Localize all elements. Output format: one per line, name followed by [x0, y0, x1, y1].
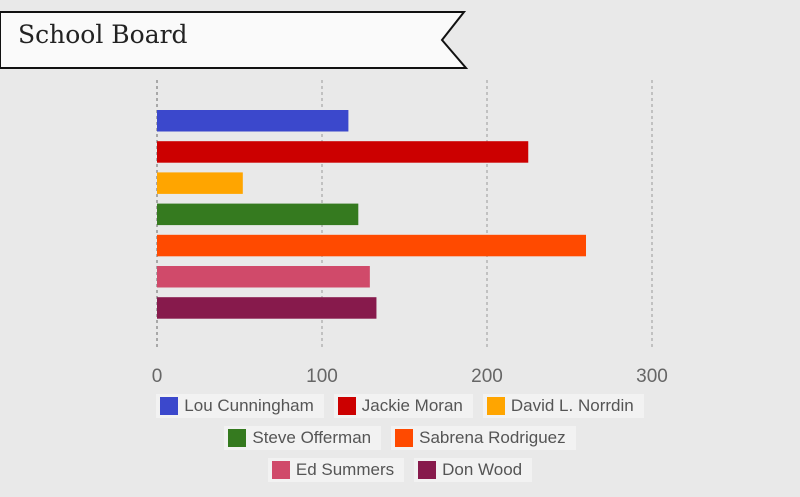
legend-item: Jackie Moran — [333, 394, 473, 418]
legend-item: Steve Offerman — [224, 426, 382, 450]
bar — [157, 266, 370, 288]
title-banner — [0, 11, 469, 69]
legend-item: Ed Summers — [267, 458, 405, 482]
legend-swatch — [160, 397, 179, 415]
legend-label: Steve Offerman — [252, 428, 372, 447]
bar — [157, 234, 586, 257]
legend-label: Ed Summers — [295, 460, 395, 479]
legend-swatch — [337, 397, 356, 415]
bar — [157, 110, 349, 132]
legend-label: Jackie Moran — [361, 396, 463, 415]
legend-row: Steve Offerman Sabrena Rodriguez — [224, 426, 576, 450]
legend-swatch — [486, 397, 505, 415]
legend-label: Don Wood — [442, 460, 523, 479]
bar — [157, 297, 377, 319]
legend-swatch — [271, 461, 290, 479]
chart-title: School Board — [18, 20, 188, 49]
x-tick-label: 200 — [471, 366, 503, 387]
x-tick-label: 300 — [636, 366, 668, 387]
legend: Lou Cunningham Jackie Moran David L. Norrd… — [0, 394, 800, 482]
legend-item: Sabrena Rodriguez — [391, 426, 576, 450]
legend-label: Lou Cunningham — [184, 396, 314, 415]
legend-item: Don Wood — [414, 458, 533, 482]
legend-item: Lou Cunningham — [156, 394, 324, 418]
legend-label: David L. Norrdin — [510, 396, 634, 415]
legend-row: Ed Summers Don Wood — [267, 458, 533, 482]
x-tick-label: 0 — [152, 366, 163, 387]
x-tick-label: 100 — [306, 366, 338, 387]
bar-chart: 0 100 200 300 — [152, 80, 668, 387]
legend-swatch — [395, 429, 414, 447]
legend-label: Sabrena Rodriguez — [419, 428, 566, 447]
legend-item: David L. Norrdin — [482, 394, 644, 418]
legend-swatch — [418, 461, 437, 479]
legend-swatch — [228, 429, 247, 447]
bar — [157, 141, 529, 163]
bar — [157, 203, 359, 226]
bar — [157, 172, 243, 194]
legend-row: Lou Cunningham Jackie Moran David L. Norrd… — [156, 394, 644, 418]
